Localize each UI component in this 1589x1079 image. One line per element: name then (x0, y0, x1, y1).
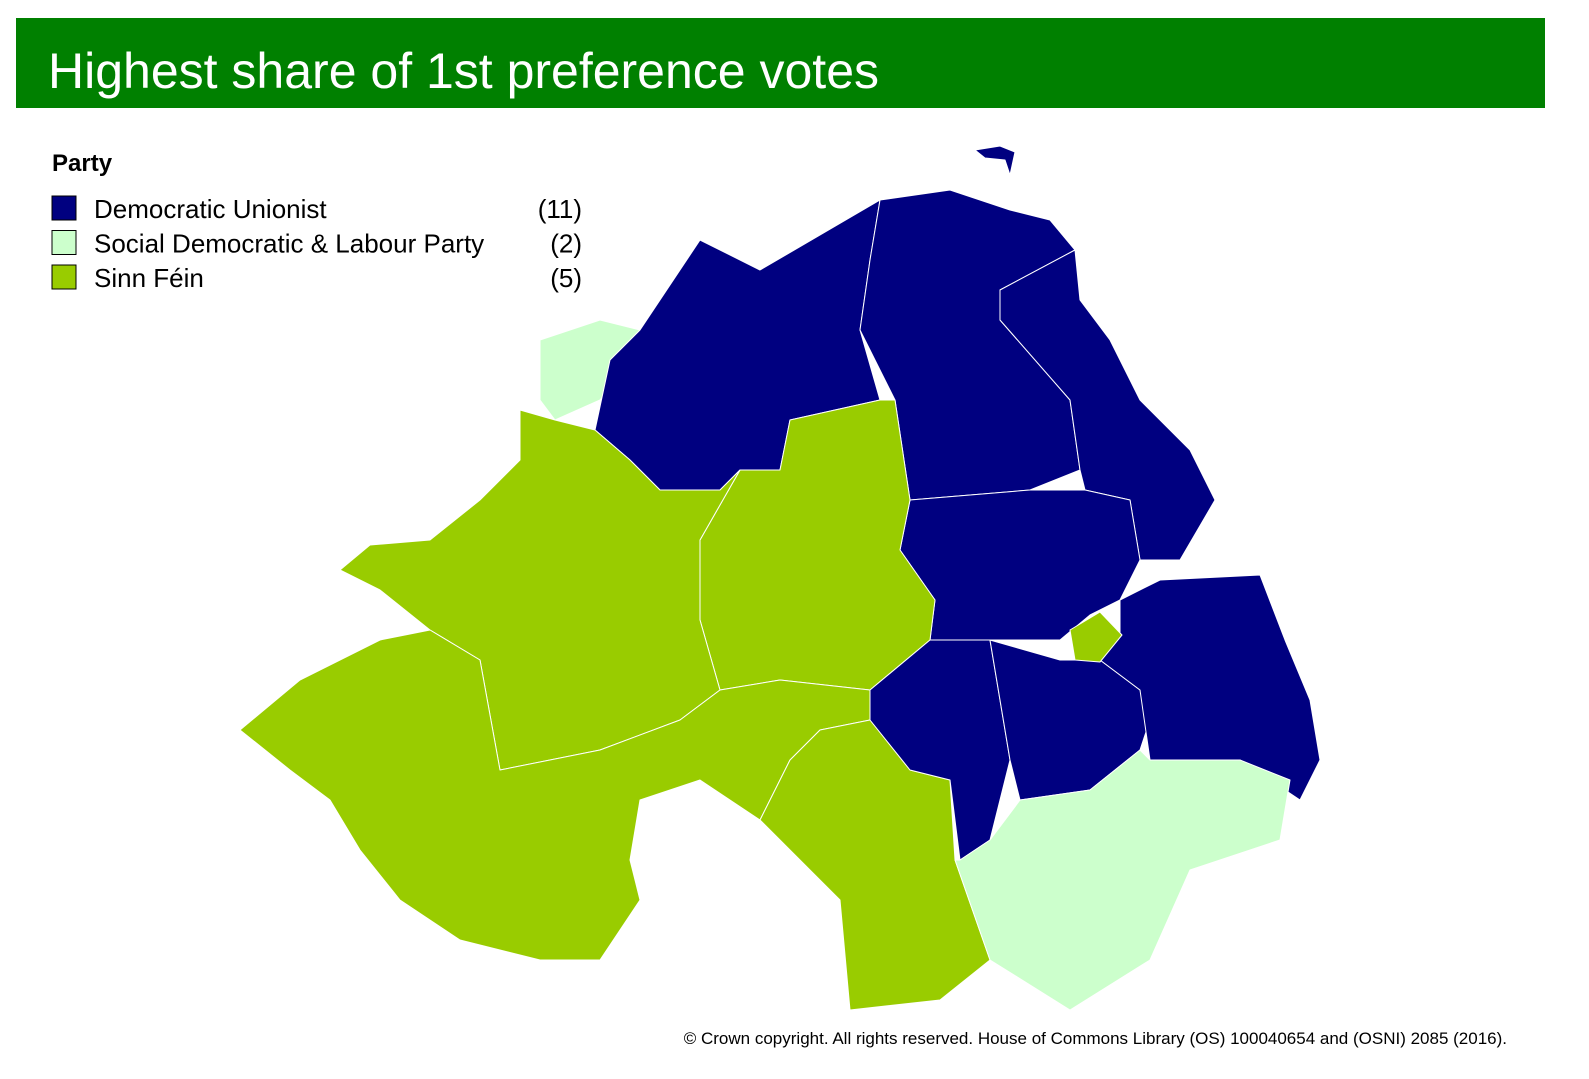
legend: Democratic Unionist (11) Social Democratic… (51, 194, 582, 293)
region (954, 749, 1291, 1011)
legend-title: Party (52, 150, 113, 177)
region (999, 249, 1216, 561)
title: Highest share of 1st preference votes (48, 43, 879, 99)
region (974, 145, 1016, 176)
legend-label: Social Democratic & Labour Party (94, 229, 484, 259)
legend-count: (5) (550, 263, 582, 293)
legend-count: (2) (550, 229, 582, 259)
copyright: © Crown copyright. All rights reserved. … (684, 1029, 1507, 1048)
region (759, 719, 991, 1011)
title-bar (16, 18, 1545, 108)
legend-label: Sinn Féin (94, 263, 204, 293)
legend-swatch (51, 264, 77, 290)
legend-count: (11) (538, 194, 582, 224)
legend-swatch (51, 195, 77, 221)
region (1069, 611, 1123, 663)
legend-swatch (51, 230, 77, 255)
legend-label: Democratic Unionist (94, 194, 327, 224)
map (239, 145, 1321, 1011)
